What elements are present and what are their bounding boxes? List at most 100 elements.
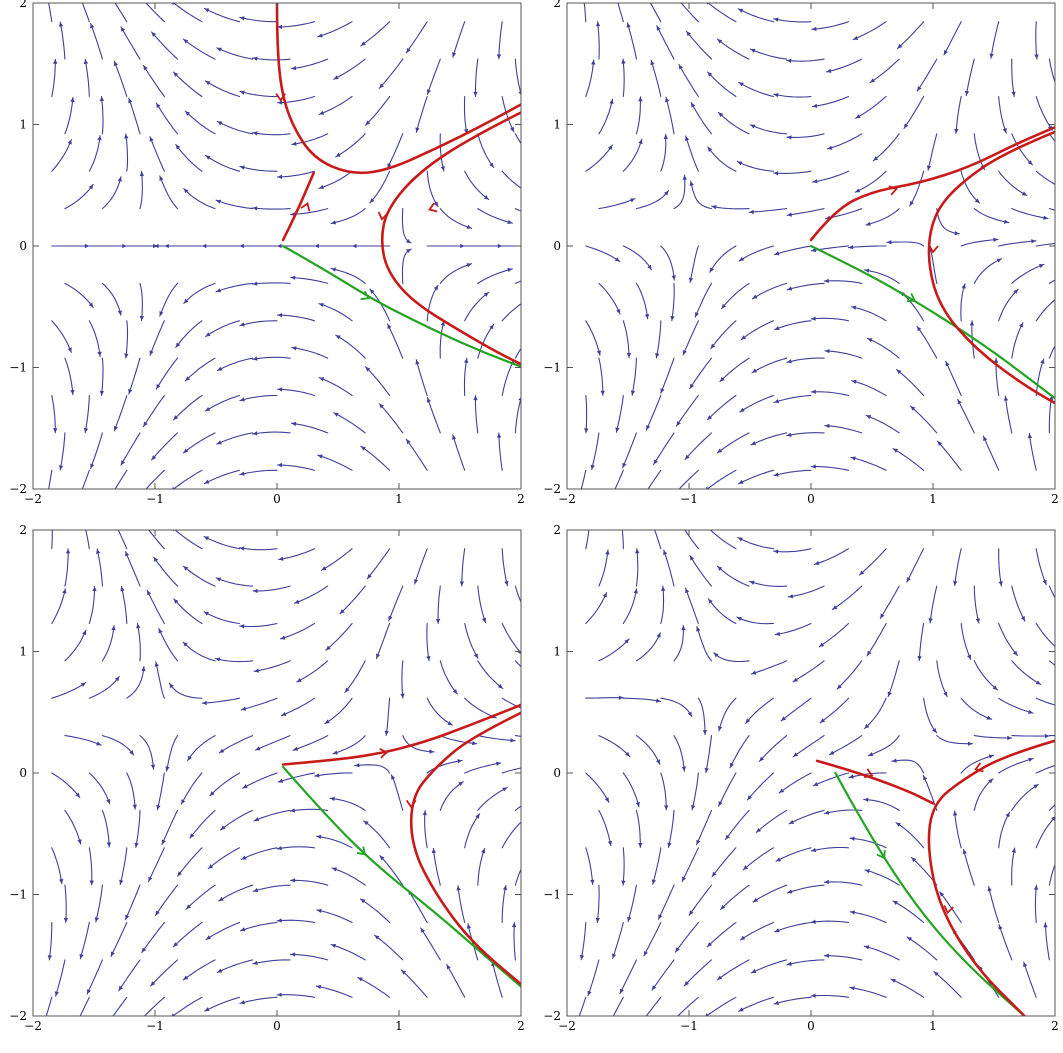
streamline [622,138,643,172]
streamline-arrowhead [53,59,58,64]
streamline [660,697,693,718]
streamline-arrowhead [117,310,122,316]
streamline-arrowhead [458,781,464,787]
streamline-arrowhead [169,683,174,689]
streamline-arrowhead [952,810,958,816]
streamline [401,660,404,699]
streamline [598,198,636,210]
streamline [1035,299,1055,322]
streamline-arrowhead [316,908,322,914]
streamline [773,996,812,1005]
streamline-arrowhead [998,581,1003,586]
streamline-arrowhead [992,685,998,690]
streamline-arrowhead [811,919,816,924]
streamline-arrowhead [239,471,245,476]
streamline-arrowhead [141,666,146,672]
streamline [126,665,145,699]
streamline-arrowhead [626,353,632,358]
streamline-arrowhead [290,275,296,280]
streamline [598,638,630,662]
streamline [51,394,56,434]
red-trajectory-arrow [275,93,286,102]
streamline [463,95,468,135]
streamline-arrowhead [216,199,222,204]
streamline [205,320,241,338]
streamline-arrowhead [143,65,148,71]
streamline-arrowhead [689,555,695,561]
green-trajectory-arrow [906,293,917,303]
streamline-arrowhead [332,867,337,872]
streamline [214,657,254,663]
streamline-arrowhead [773,171,779,176]
streamline [812,170,850,183]
streamline-arrowhead [433,285,439,291]
streamline-arrowhead [518,91,521,96]
streamline [736,616,775,625]
streamline-arrowhead [62,588,67,594]
streamline-arrowhead [239,624,245,629]
streamline-arrowhead [953,580,958,586]
streamline-arrowhead [546,217,551,221]
streamline [955,95,962,135]
streamline [585,847,594,886]
streamline [514,133,521,145]
streamline-arrowhead [331,220,336,225]
streamline [622,847,625,886]
streamline-arrowhead [99,390,105,396]
streamline [706,921,737,948]
streamline-arrowhead [435,618,441,624]
streamline [810,920,850,924]
streamline-arrowhead [707,942,713,947]
streamline [216,120,254,135]
streamline-arrowhead [998,924,1003,930]
streamline [90,22,103,60]
streamline [514,660,521,668]
streamline-arrowhead [186,904,192,910]
streamline-arrowhead [134,842,139,848]
y-tick-label: 2 [553,523,561,537]
streamline-arrowhead [903,123,909,129]
streamline [175,320,203,348]
streamline [128,357,141,395]
streamline [477,133,495,169]
streamline [739,921,775,941]
streamline-arrowhead [864,268,870,273]
streamline-arrowhead [466,263,472,268]
streamline [317,454,353,471]
streamline-arrowhead [710,343,716,349]
streamline [1048,58,1055,84]
streamline-arrowhead [504,580,509,586]
streamline-arrowhead [855,114,861,119]
red-trajectory-arrow [377,211,389,221]
streamline [474,395,479,434]
streamline-arrowhead [369,198,375,203]
streamline-arrowhead [1003,396,1009,401]
red-trajectory-arrow [928,244,939,254]
streamline [148,530,165,550]
streamline [126,772,136,810]
streamline [457,885,466,924]
streamline-arrowhead [609,99,614,105]
streamline-arrowhead [967,654,972,660]
streamline-arrowhead [819,642,825,647]
streamline-arrowhead [548,737,553,741]
streamline [906,936,938,961]
streamline [675,394,699,427]
streamline [965,58,975,97]
streamline [775,847,812,862]
streamline-arrowhead [457,759,463,764]
streamline-arrowhead [420,927,425,933]
streamline-arrowhead [252,281,258,286]
streamline [514,805,521,811]
streamline-arrowhead [750,124,756,129]
streamline [929,585,938,624]
streamline-arrowhead [867,338,873,343]
streamline-arrowhead [658,914,663,920]
streamline [142,64,165,98]
streamline [923,697,938,734]
streamline-arrowhead [774,928,780,933]
streamline [585,592,608,625]
streamline-arrowhead [318,184,324,190]
streamline [120,432,141,466]
streamline-arrowhead [644,314,650,319]
